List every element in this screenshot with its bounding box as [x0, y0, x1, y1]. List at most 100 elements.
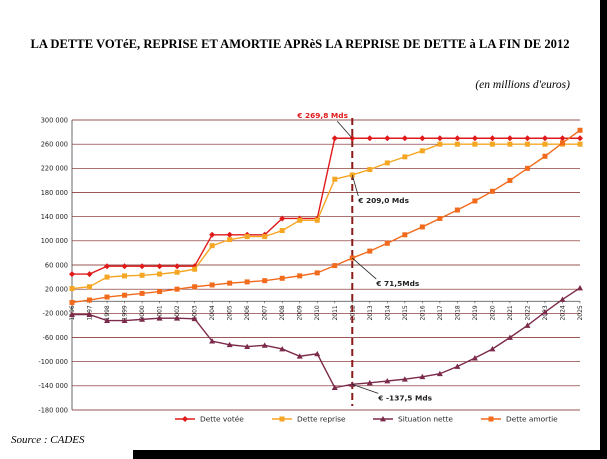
data-point: [489, 188, 495, 194]
data-point: [244, 279, 250, 285]
x-tick-label: 2005: [227, 305, 234, 320]
data-point: [384, 378, 391, 384]
data-point: [419, 148, 425, 154]
y-tick-label: 220 000: [41, 165, 68, 173]
data-point: [104, 317, 111, 323]
data-point: [472, 141, 478, 147]
annotation-label: € 71,5Mds: [375, 279, 420, 288]
data-point: [419, 135, 426, 142]
data-point: [227, 280, 233, 286]
data-point: [314, 350, 321, 357]
data-point: [419, 224, 425, 230]
data-point: [104, 274, 110, 280]
data-point: [331, 384, 338, 391]
chart-canvas: 300 000 260 000 220 000 180 000 140 000 100 0…: [38, 111, 584, 424]
data-point: [69, 286, 75, 292]
x-tick-label: 2017: [437, 305, 444, 320]
y-tick-label: -100 000: [38, 358, 68, 366]
data-point: [472, 198, 478, 204]
annotation-arrow: [352, 257, 377, 280]
data-point: [191, 315, 198, 322]
data-point: [507, 177, 513, 183]
data-point: [226, 341, 233, 348]
y-tick-label: 20 000: [45, 285, 68, 293]
series-line: [71, 143, 580, 290]
data-point: [384, 160, 390, 166]
data-point: [384, 135, 391, 142]
x-tick-label: 2018: [454, 305, 461, 320]
data-point: [279, 275, 285, 281]
y-tick-label: 100 000: [41, 237, 68, 245]
data-point: [226, 231, 233, 238]
data-point: [314, 270, 320, 276]
data-point: [349, 255, 355, 261]
legend-swatch-marker: [182, 416, 188, 422]
data-point: [139, 272, 145, 278]
legend-label: Dette reprise: [297, 415, 346, 424]
chart-subtitle: (en millions d'euros): [475, 79, 570, 91]
data-point: [86, 271, 93, 278]
series-1: [69, 135, 583, 278]
x-tick-label: 2016: [419, 305, 426, 320]
data-point: [209, 338, 216, 344]
x-tick-label: 2000: [139, 305, 146, 320]
data-point: [156, 263, 163, 270]
annotation-label: € 269,8 Mds: [296, 111, 348, 120]
data-point: [209, 243, 215, 249]
annotation-label: € 209,0 Mds: [357, 196, 409, 205]
data-point: [104, 294, 110, 300]
data-point: [156, 315, 163, 321]
annotations-group: € 269,8 Mds € 209,0 Mds € 71,5Mds € -137,5 …: [296, 111, 432, 402]
data-point: [279, 228, 285, 234]
legend-swatch-marker: [380, 416, 386, 422]
data-point: [454, 363, 461, 369]
data-point: [121, 317, 128, 323]
legend: Dette votée Dette reprise Situation nette D…: [175, 415, 558, 424]
data-point: [541, 309, 548, 315]
legend-entry: Situation nette: [373, 415, 453, 424]
data-point: [454, 207, 460, 213]
data-point: [454, 141, 460, 147]
data-point: [297, 273, 303, 279]
data-point: [174, 269, 180, 275]
y-tick-label: -180 000: [38, 406, 68, 414]
legend-swatch-marker: [488, 416, 494, 422]
data-point: [86, 311, 93, 317]
data-point: [384, 240, 390, 246]
legend-swatch-marker: [279, 416, 285, 422]
x-tick-label: 2003: [192, 305, 199, 320]
series-line: [72, 287, 581, 389]
data-point: [419, 373, 426, 380]
x-tick-label: 2012: [349, 305, 356, 320]
data-point: [69, 299, 75, 305]
data-point: [559, 296, 566, 302]
data-point: [279, 215, 286, 222]
data-point: [542, 141, 548, 147]
data-point: [577, 141, 583, 147]
data-point: [366, 135, 373, 142]
y-tick-label: 260 000: [41, 140, 68, 148]
data-point: [489, 141, 495, 147]
annotation-label: € -137,5 Mds: [377, 393, 432, 402]
data-point: [314, 217, 320, 223]
x-tick-label: 2022: [524, 305, 531, 320]
annotation-arrow: [352, 383, 379, 394]
x-tick-label: 2006: [244, 305, 251, 320]
x-tick-label: 2021: [507, 305, 514, 320]
x-tick-label: 2002: [174, 305, 181, 320]
data-point: [471, 355, 478, 361]
x-tick-label: 2009: [297, 305, 304, 320]
y-tick-label: -140 000: [38, 382, 68, 390]
data-point: [157, 289, 163, 295]
data-point: [524, 322, 531, 328]
data-point: [297, 217, 303, 223]
data-point: [437, 141, 443, 147]
y-tick-label: 60 000: [45, 261, 68, 269]
data-point: [332, 176, 338, 182]
data-point: [542, 153, 548, 159]
data-point: [209, 282, 215, 288]
data-point: [402, 232, 408, 238]
data-point: [87, 284, 93, 290]
data-point: [402, 154, 408, 160]
annotation-arrow: [351, 174, 359, 197]
